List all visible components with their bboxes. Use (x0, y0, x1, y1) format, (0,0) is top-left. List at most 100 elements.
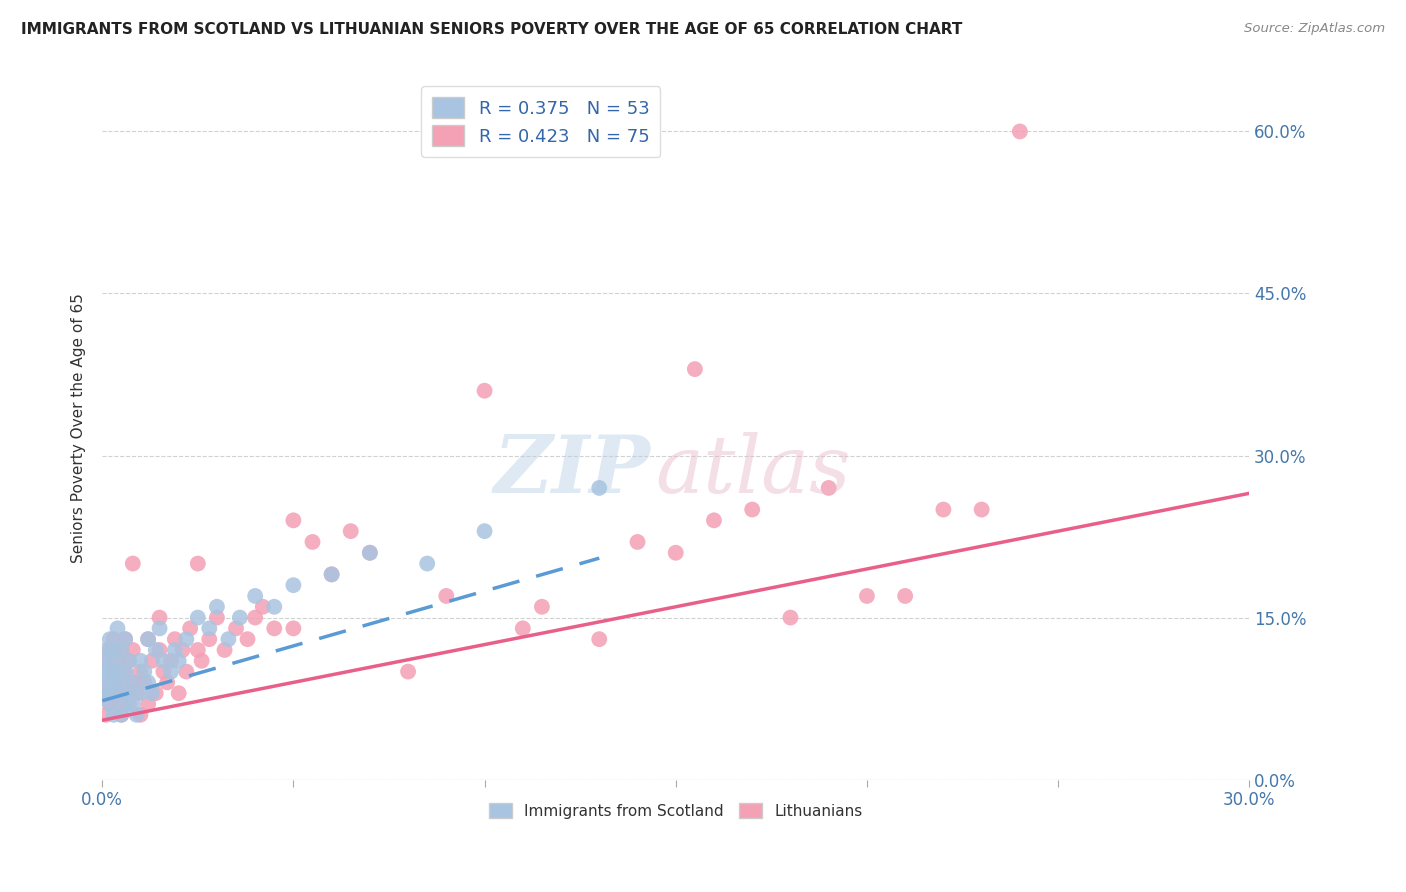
Point (932, 502, 955, 516)
Point (136, 632, 159, 647)
Point (118, 654, 141, 668)
Point (121, 643, 143, 657)
Point (114, 697, 136, 711)
Point (779, 610, 801, 624)
Point (856, 589, 879, 603)
Point (121, 697, 143, 711)
Point (141, 686, 163, 700)
Point (741, 502, 763, 516)
Point (530, 599, 553, 614)
Point (703, 513, 725, 527)
Point (683, 362, 706, 376)
Point (136, 675, 159, 690)
Point (321, 567, 343, 582)
Point (152, 654, 174, 668)
Point (114, 665, 136, 679)
Text: IMMIGRANTS FROM SCOTLAND VS LITHUANIAN SENIORS POVERTY OVER THE AGE OF 65 CORREL: IMMIGRANTS FROM SCOTLAND VS LITHUANIAN S… (21, 22, 963, 37)
Point (110, 643, 132, 657)
Point (187, 610, 209, 624)
Point (94, 686, 117, 700)
Point (339, 524, 361, 538)
Point (152, 665, 174, 679)
Point (107, 621, 129, 635)
Point (98, 697, 121, 711)
Point (103, 632, 125, 647)
Point (103, 675, 125, 690)
Point (163, 632, 186, 647)
Point (103, 643, 125, 657)
Point (359, 546, 381, 560)
Point (229, 610, 252, 624)
Point (321, 567, 343, 582)
Point (129, 654, 152, 668)
Text: ZIP: ZIP (494, 432, 651, 509)
Point (107, 675, 129, 690)
Point (252, 599, 274, 614)
Text: atlas: atlas (655, 432, 851, 509)
Point (148, 621, 170, 635)
Point (172, 643, 194, 657)
Y-axis label: Seniors Poverty Over the Age of 65: Seniors Poverty Over the Age of 65 (72, 293, 86, 564)
Point (136, 632, 159, 647)
Point (118, 686, 141, 700)
Point (110, 707, 132, 722)
Point (121, 675, 143, 690)
Point (114, 632, 136, 647)
Point (474, 384, 496, 398)
Legend: Immigrants from Scotland, Lithuanians: Immigrants from Scotland, Lithuanians (482, 797, 869, 824)
Point (136, 697, 159, 711)
Point (474, 524, 496, 538)
Point (110, 675, 132, 690)
Point (176, 632, 198, 647)
Point (198, 632, 221, 647)
Point (283, 513, 305, 527)
Point (1008, 124, 1031, 138)
Point (134, 665, 156, 679)
Point (129, 707, 152, 722)
Point (121, 557, 143, 571)
Point (283, 621, 305, 635)
Point (107, 654, 129, 668)
Point (198, 621, 221, 635)
Point (217, 632, 239, 647)
Point (283, 578, 305, 592)
Point (129, 686, 152, 700)
Point (103, 686, 125, 700)
Point (512, 621, 534, 635)
Point (263, 621, 285, 635)
Point (160, 654, 183, 668)
Point (98, 643, 121, 657)
Point (134, 675, 156, 690)
Point (103, 665, 125, 679)
Point (148, 643, 170, 657)
Point (110, 707, 132, 722)
Point (98, 632, 121, 647)
Point (129, 665, 152, 679)
Point (167, 654, 190, 668)
Point (214, 643, 236, 657)
Point (145, 686, 167, 700)
Point (434, 589, 457, 603)
Point (121, 675, 143, 690)
Point (665, 546, 688, 560)
Point (243, 589, 266, 603)
Point (94, 643, 117, 657)
Point (588, 481, 610, 495)
Point (118, 654, 141, 668)
Point (118, 697, 141, 711)
Point (94, 665, 117, 679)
Point (396, 665, 419, 679)
Point (107, 665, 129, 679)
Point (236, 632, 259, 647)
Point (98, 665, 121, 679)
Point (205, 610, 228, 624)
Point (190, 654, 212, 668)
Text: Source: ZipAtlas.com: Source: ZipAtlas.com (1244, 22, 1385, 36)
Point (107, 686, 129, 700)
Point (187, 557, 209, 571)
Point (160, 665, 183, 679)
Point (114, 632, 136, 647)
Point (94, 654, 117, 668)
Point (187, 643, 209, 657)
Point (167, 686, 190, 700)
